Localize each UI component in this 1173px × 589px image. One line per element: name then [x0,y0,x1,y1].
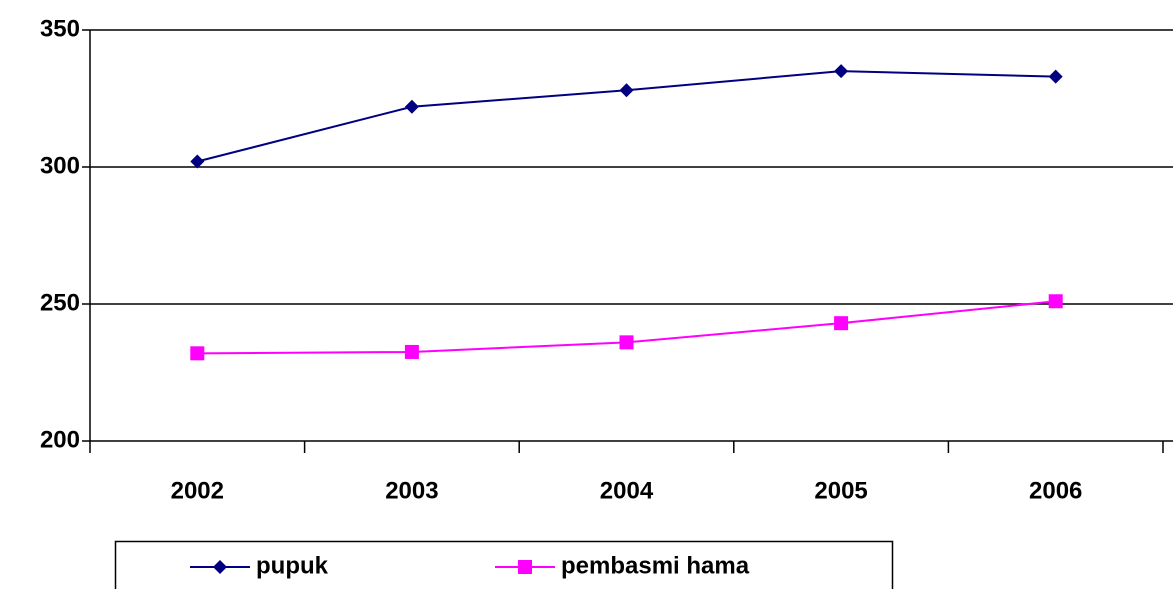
x-tick-label: 2005 [814,477,867,504]
data-point [404,99,419,114]
data-point [190,154,205,169]
x-tick-label: 2004 [600,477,654,504]
x-tick-label: 2002 [171,477,224,504]
legend-box [114,540,894,589]
data-point [619,83,634,98]
data-point [619,335,634,350]
x-tick-label: 2003 [385,477,438,504]
y-tick-label: 200 [40,426,80,453]
data-point [404,344,419,359]
legend-marker [518,560,532,574]
y-tick-label: 300 [40,152,80,179]
data-point [1048,294,1063,309]
legend-label: pupuk [256,552,329,579]
y-tick-label: 250 [40,289,80,316]
data-point [1048,69,1063,84]
data-point [834,316,849,331]
data-point [834,64,849,79]
y-tick-label: 350 [40,15,80,42]
data-point [190,346,205,361]
legend-label: pembasmi hama [561,552,750,579]
x-tick-label: 2006 [1029,477,1082,504]
legend-marker [213,560,227,574]
